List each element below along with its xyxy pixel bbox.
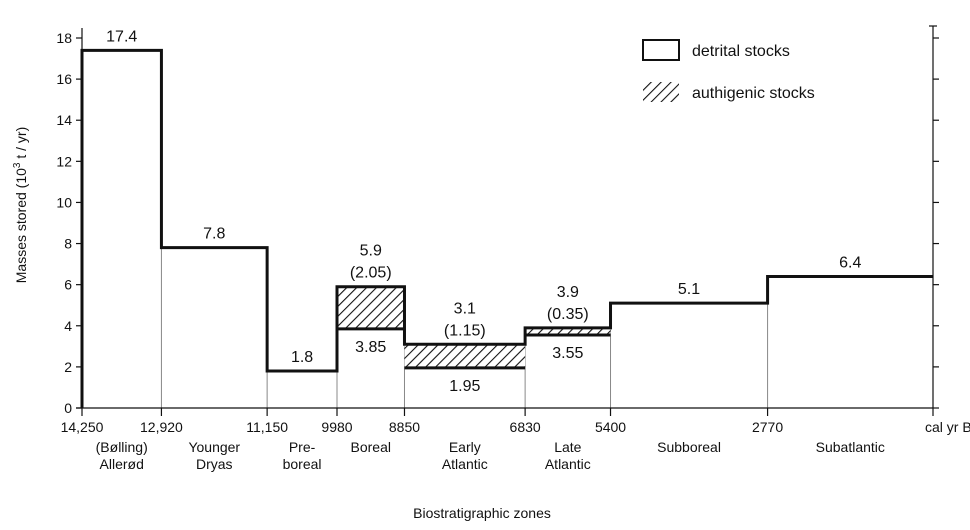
x-tick-label: 6830 [510, 419, 541, 435]
x-tick-label: 14,250 [61, 419, 104, 435]
value-label-detrital: 3.55 [552, 345, 583, 362]
y-axis-title: Masses stored (103 t / yr) [12, 127, 29, 284]
value-label-top: 1.8 [291, 349, 313, 366]
zone-name-label: Late [554, 439, 581, 455]
y-tick-label: 8 [64, 236, 72, 252]
zone-name-label: Atlantic [545, 456, 591, 472]
value-label-top: 6.4 [839, 254, 861, 271]
legend-label-detrital: detrital stocks [692, 43, 790, 60]
y-tick-label: 2 [64, 359, 72, 375]
value-label-top: 17.4 [106, 28, 137, 45]
authigenic-bar [337, 286, 405, 329]
x-axis-title: Biostratigraphic zones [413, 505, 551, 521]
x-tick-label: 12,920 [140, 419, 183, 435]
y-tick-label: 4 [64, 318, 72, 334]
zone-name-label: Younger [188, 439, 240, 455]
y-tick-label: 18 [56, 30, 72, 46]
zone-name-label: Pre- [289, 439, 316, 455]
zone-name-label: Dryas [196, 456, 233, 472]
value-label-top: 5.9 [360, 243, 382, 260]
value-label-detrital: 3.85 [355, 339, 386, 356]
authigenic-bar [404, 344, 526, 368]
y-tick-label: 12 [56, 153, 72, 169]
zone-name-label: Early [449, 439, 481, 455]
value-label-top: (1.15) [444, 322, 486, 339]
x-tick-label: 2770 [752, 419, 783, 435]
zone-name-label: boreal [283, 456, 322, 472]
legend: detrital stocks authigenic stocks [642, 39, 815, 102]
x-tick-label: 5400 [595, 419, 626, 435]
legend-swatch-authigenic [643, 82, 679, 102]
labels: 0 2 4 6 8 10 12 14 16 18 14,250 12,920 11,150 9980 885… [56, 28, 970, 472]
bars [80, 48, 933, 408]
value-label-top: 3.9 [557, 284, 579, 301]
y-tick-label: 16 [56, 71, 72, 87]
y-tick-label: 6 [64, 277, 72, 293]
y-tick-label: 14 [56, 112, 72, 128]
value-label-top: 7.8 [203, 226, 225, 243]
zone-name-label: Allerød [100, 456, 144, 472]
value-label-top: 3.1 [454, 300, 476, 317]
zone-name-label: Subatlantic [816, 439, 885, 455]
zone-name-label: Boreal [351, 439, 391, 455]
legend-swatch-detrital [642, 39, 680, 61]
authigenic-bar [525, 327, 611, 336]
value-label-top: (0.35) [547, 306, 589, 323]
zone-name-label: Subboreal [657, 439, 721, 455]
x-tick-label: cal yr B.P. [925, 419, 970, 435]
y-tick-label: 0 [64, 400, 72, 416]
x-tick-label: 9980 [321, 419, 352, 435]
axes [76, 25, 939, 416]
zone-name-label: (Bølling) [96, 439, 148, 455]
x-tick-label: 8850 [389, 419, 420, 435]
value-label-detrital: 1.95 [449, 378, 480, 395]
y-tick-label: 10 [56, 194, 72, 210]
x-tick-label: 11,150 [246, 419, 288, 435]
total-step-line [80, 48, 933, 408]
value-label-top: (2.05) [350, 265, 392, 282]
zone-name-label: Atlantic [442, 456, 488, 472]
legend-label-authigenic: authigenic stocks [692, 85, 815, 102]
value-label-top: 5.1 [678, 281, 700, 298]
